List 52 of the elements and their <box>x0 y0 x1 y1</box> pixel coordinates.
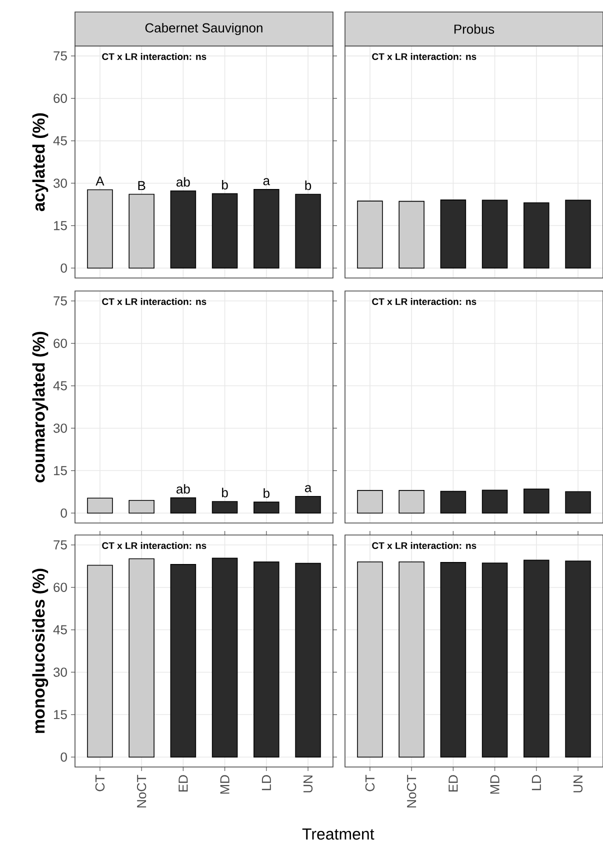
annotation: CT x LR interaction: ns <box>372 53 476 60</box>
x-tick-label: MD <box>220 775 230 794</box>
y-axis-title: coumaroylated (%) <box>32 332 48 482</box>
chart-title: Cabernet Sauvignon <box>145 22 262 36</box>
x-tick-label: ED <box>178 775 188 792</box>
x-tick-label: NoCT <box>136 774 146 808</box>
x-tick-label: NoCT <box>406 774 416 808</box>
x-tick-label: CT <box>95 774 105 792</box>
x-tick-label: UN <box>303 776 313 792</box>
y-tick-label: 30 <box>54 178 67 188</box>
y-tick-label: 45 <box>53 381 67 390</box>
annotation: b <box>222 180 228 190</box>
y-tick-label: 30 <box>54 424 67 433</box>
annotation: CT x LR interaction: ns <box>372 298 476 305</box>
x-tick-label: LD <box>532 775 541 790</box>
annotation: b <box>222 488 228 498</box>
annotation: ab <box>176 177 190 187</box>
annotation: CT x LR interaction: ns <box>372 542 476 549</box>
annotation: A <box>96 176 104 186</box>
y-tick-label: 15 <box>54 466 67 476</box>
x-axis-title: Treatment <box>302 828 374 840</box>
y-tick-label: 15 <box>54 221 67 230</box>
chart-title: Probus <box>454 24 494 34</box>
y-tick-label: 0 <box>60 508 67 518</box>
annotation: CT x LR interaction: ns <box>102 542 206 549</box>
annotation: B <box>138 181 146 190</box>
y-tick-label: 0 <box>60 263 67 273</box>
annotation: CT x LR interaction: ns <box>102 53 206 60</box>
y-tick-label: 75 <box>54 296 67 306</box>
y-tick-label: 45 <box>53 136 67 146</box>
x-tick-label: UN <box>573 776 583 792</box>
y-tick-label: 60 <box>54 338 67 348</box>
y-tick-label: 60 <box>54 582 67 592</box>
y-tick-label: 0 <box>60 752 67 762</box>
x-tick-label: MD <box>490 775 500 794</box>
annotation: CT x LR interaction: ns <box>102 298 206 305</box>
x-tick-label: CT <box>365 774 375 792</box>
y-tick-label: 45 <box>53 625 67 634</box>
annotation: b <box>305 180 312 190</box>
y-tick-label: 15 <box>54 710 67 720</box>
annotation: b <box>264 488 270 498</box>
annotation: ab <box>176 484 190 494</box>
y-axis-title: acylated (%) <box>32 113 48 212</box>
y-tick-label: 60 <box>54 94 67 103</box>
y-tick-label: 30 <box>54 668 67 677</box>
x-tick-label: LD <box>262 775 271 790</box>
y-tick-label: 75 <box>54 51 67 60</box>
y-tick-label: 75 <box>54 540 67 550</box>
annotation: a <box>304 485 312 492</box>
x-tick-label: ED <box>448 775 458 792</box>
y-axis-title: monoglucosides (%) <box>32 568 48 733</box>
annotation: a <box>263 178 270 186</box>
